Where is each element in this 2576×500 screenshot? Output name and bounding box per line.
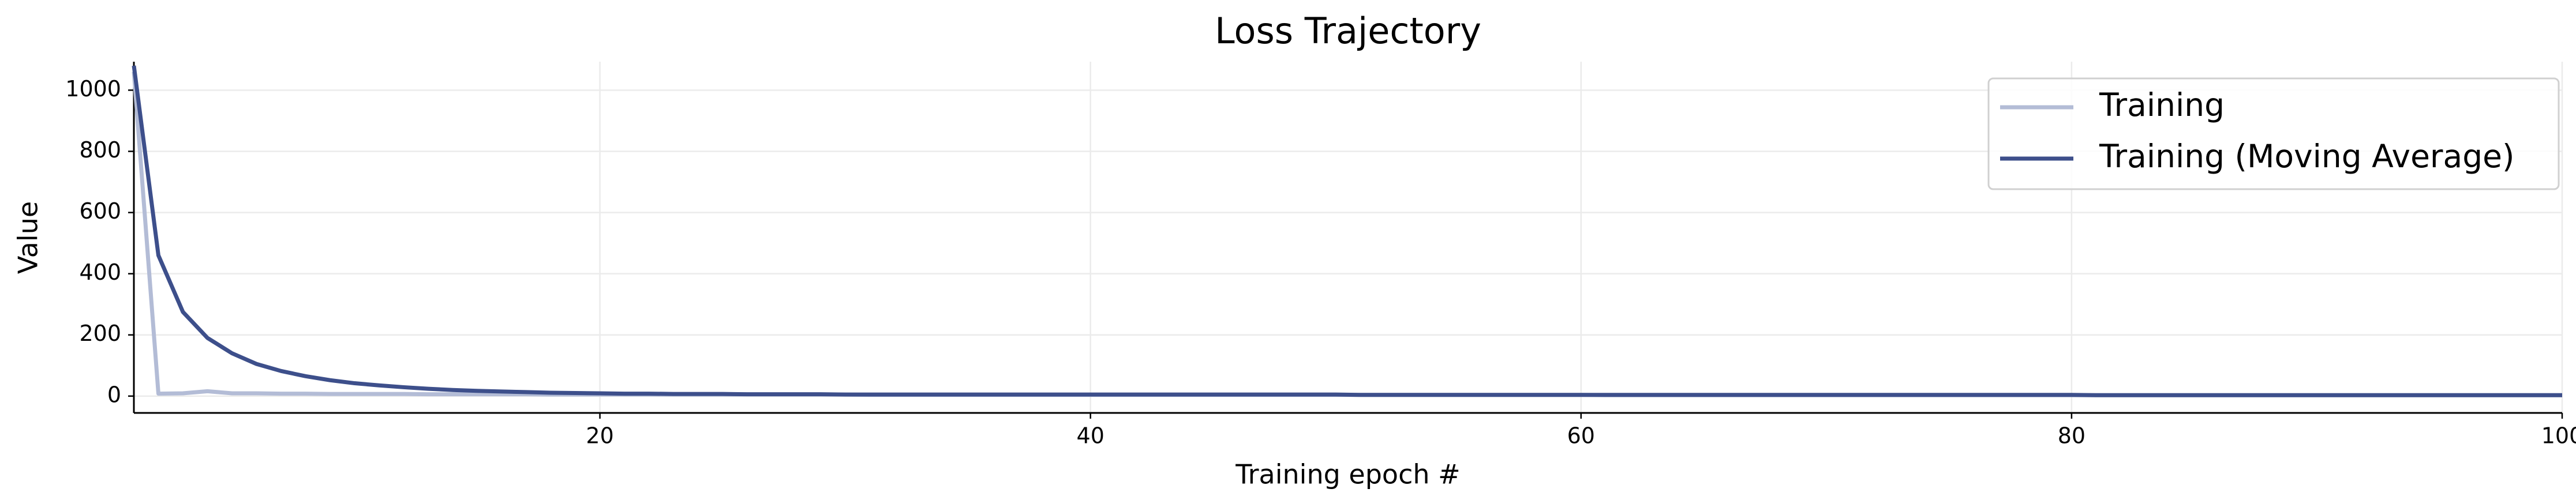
y-tick-label: 1000 (65, 76, 121, 101)
chart-title: Loss Trajectory (1215, 10, 1481, 52)
x-axis-label: Training epoch # (1235, 459, 1460, 490)
y-axis-label: Value (13, 201, 44, 274)
y-tick-label: 200 (79, 321, 121, 346)
x-tick-label: 100 (2541, 423, 2576, 449)
legend: Training Training (Moving Average) (1987, 77, 2560, 190)
x-tick-label: 80 (2058, 423, 2085, 449)
legend-box (1987, 77, 2560, 190)
x-tick-label: 20 (586, 423, 613, 449)
y-tick-label: 400 (79, 260, 121, 285)
line-series (132, 65, 2562, 397)
x-tick-label: 40 (1077, 423, 1104, 449)
y-tick-label: 0 (107, 382, 121, 407)
legend-label: Training (2099, 87, 2225, 123)
x-tick-label: 60 (1567, 423, 1595, 449)
y-tick-label: 600 (79, 198, 121, 224)
legend-label: Training (Moving Average) (2099, 138, 2514, 175)
y-tick-label: 800 (79, 137, 121, 163)
